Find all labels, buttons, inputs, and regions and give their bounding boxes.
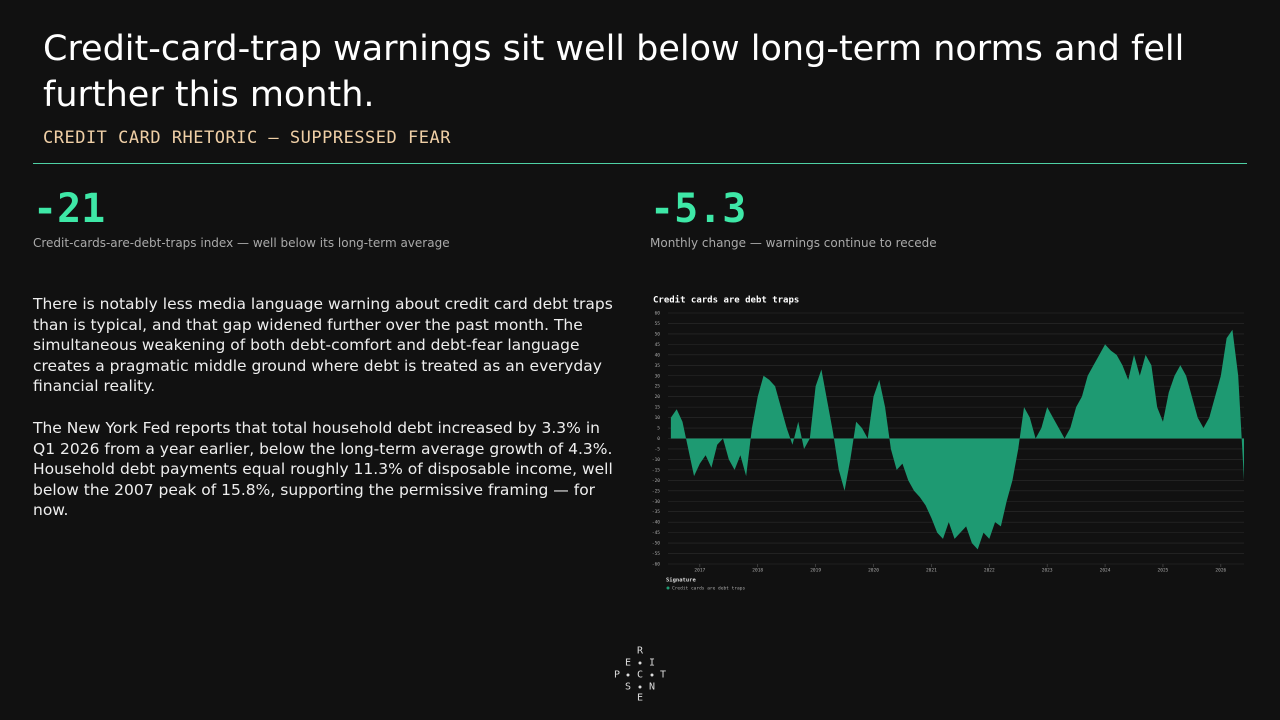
y-tick-label: 0 bbox=[657, 436, 660, 442]
x-tick-label: 2019 bbox=[810, 568, 821, 574]
x-tick-label: 2017 bbox=[694, 568, 705, 574]
area bbox=[670, 329, 1244, 550]
legend-label: Credit cards are debt traps bbox=[672, 586, 745, 592]
logo-letter: I bbox=[648, 657, 656, 669]
logo-dot bbox=[638, 685, 642, 689]
y-tick-label: -5 bbox=[655, 446, 661, 452]
chart: Credit cards are debt traps Signature 60… bbox=[652, 295, 1244, 592]
y-tick-label: -45 bbox=[652, 530, 660, 536]
logo-letter: S bbox=[624, 681, 632, 693]
logo-dot bbox=[626, 673, 630, 677]
y-tick-label: -55 bbox=[652, 551, 660, 557]
x-tick-label: 2026 bbox=[1215, 568, 1226, 574]
logo-letter: R bbox=[636, 645, 644, 657]
y-tick-label: 20 bbox=[655, 394, 661, 400]
logo-dot bbox=[638, 661, 642, 665]
y-tick-label: -10 bbox=[652, 457, 660, 463]
logo-letter: P bbox=[613, 669, 621, 681]
y-tick-label: 60 bbox=[655, 311, 661, 317]
legend-title: Signature bbox=[666, 578, 696, 584]
y-tick-label: -25 bbox=[652, 488, 660, 494]
logo-letter: C bbox=[636, 669, 644, 681]
title: Credit-card-trap warnings sit well below… bbox=[43, 29, 1185, 115]
y-tick-label: -20 bbox=[652, 478, 660, 484]
y-tick-label: 45 bbox=[655, 342, 661, 348]
chart-title: Credit cards are debt traps bbox=[653, 295, 799, 306]
logo-letter: T bbox=[659, 669, 667, 681]
y-tick-label: 50 bbox=[655, 331, 661, 337]
y-tick-label: 55 bbox=[655, 321, 661, 327]
paragraph: The New York Fed reports that total hous… bbox=[33, 419, 613, 519]
paragraph: There is notably less media language war… bbox=[33, 295, 613, 395]
y-tick-label: -60 bbox=[652, 562, 660, 568]
logo-letter: E bbox=[624, 657, 632, 669]
y-tick-label: 25 bbox=[655, 384, 661, 390]
legend-swatch bbox=[666, 586, 670, 590]
y-tick-label: -30 bbox=[652, 499, 660, 505]
y-tick-label: -50 bbox=[652, 541, 660, 547]
subtitle: CREDIT CARD RHETORIC — SUPPRESSED FEAR bbox=[43, 128, 451, 148]
y-tick-label: 10 bbox=[655, 415, 661, 421]
y-tick-label: 30 bbox=[655, 373, 661, 379]
x-tick-label: 2023 bbox=[1042, 568, 1053, 574]
y-tick-label: -35 bbox=[652, 509, 660, 515]
kpi-value: -21 bbox=[33, 186, 106, 232]
y-tick-label: 40 bbox=[655, 352, 661, 358]
kpi-caption: Monthly change — warnings continue to re… bbox=[650, 236, 937, 250]
logo-dot bbox=[650, 673, 654, 677]
kpi-caption: Credit-cards-are-debt-traps index — well… bbox=[33, 236, 450, 250]
x-tick-label: 2024 bbox=[1100, 568, 1111, 574]
divider bbox=[33, 163, 1247, 164]
y-tick-label: -15 bbox=[652, 467, 660, 473]
x-tick-label: 2025 bbox=[1158, 568, 1169, 574]
y-tick-label: -40 bbox=[652, 520, 660, 526]
y-tick-label: 35 bbox=[655, 363, 661, 369]
y-tick-label: 5 bbox=[657, 426, 660, 432]
x-tick-label: 2020 bbox=[868, 568, 879, 574]
logo-letter: N bbox=[648, 681, 656, 693]
kpi-value: -5.3 bbox=[650, 186, 747, 232]
x-tick-label: 2021 bbox=[926, 568, 937, 574]
x-tick-label: 2018 bbox=[752, 568, 763, 574]
logo-letter: E bbox=[636, 692, 644, 704]
x-tick-label: 2022 bbox=[984, 568, 995, 574]
y-tick-label: 15 bbox=[655, 405, 661, 411]
